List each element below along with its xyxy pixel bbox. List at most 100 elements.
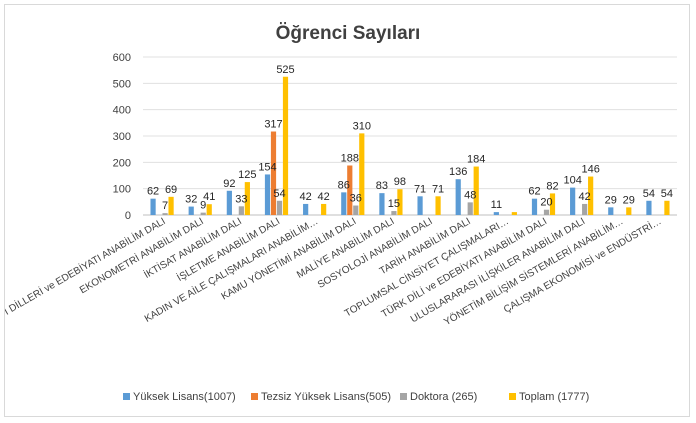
data-label: 48 — [464, 189, 476, 201]
bar — [391, 211, 397, 215]
bar — [549, 193, 556, 215]
legend-label: Yüksek Lisans(1007) — [133, 391, 236, 403]
bar — [646, 200, 652, 215]
bar — [303, 203, 309, 215]
data-label: 154 — [258, 161, 276, 173]
bar — [543, 209, 550, 215]
legend-swatch — [509, 393, 516, 400]
bar — [570, 187, 576, 215]
data-label: 32 — [185, 194, 197, 206]
legend-swatch — [251, 393, 258, 400]
grid-layer: 0 100 200 300 400 500 600 — [113, 52, 677, 222]
legend-label: Toplam (1777) — [519, 391, 589, 403]
legend-swatch — [400, 393, 407, 400]
bar — [608, 207, 614, 215]
data-label: 71 — [414, 183, 426, 195]
bar — [270, 131, 277, 215]
bar — [226, 190, 232, 215]
bar — [531, 198, 538, 215]
bar — [206, 204, 212, 215]
bar — [276, 200, 283, 215]
y-tick-label: 300 — [113, 131, 131, 143]
data-label: 69 — [165, 184, 177, 196]
bar — [417, 196, 423, 215]
legend-swatch — [123, 393, 130, 400]
data-label: 20 — [540, 197, 552, 209]
data-label: 125 — [238, 169, 256, 181]
bar — [511, 212, 517, 215]
bar — [347, 165, 353, 215]
bar — [353, 205, 359, 215]
data-label: 146 — [581, 164, 599, 176]
data-label: 33 — [235, 193, 247, 205]
data-label: 317 — [264, 119, 282, 131]
data-label: 29 — [605, 194, 617, 206]
data-label: 98 — [394, 176, 406, 188]
bar — [282, 76, 289, 215]
chart-title: Öğrenci Sayıları — [276, 23, 421, 44]
bar — [150, 198, 156, 215]
data-label: 83 — [376, 180, 388, 192]
y-tick-label: 100 — [113, 184, 131, 196]
bar — [435, 196, 441, 215]
data-label: 42 — [579, 191, 591, 203]
y-tick-label: 400 — [113, 105, 131, 117]
y-tick-label: 600 — [113, 52, 131, 64]
data-label: 136 — [449, 166, 467, 178]
bar — [162, 213, 168, 215]
data-label: 525 — [276, 64, 294, 76]
y-tick-label: 500 — [113, 78, 131, 90]
data-label: 11 — [491, 199, 502, 211]
data-label: 71 — [432, 183, 444, 195]
bar — [238, 206, 244, 215]
data-label: 41 — [203, 191, 215, 203]
bar — [626, 207, 632, 215]
legend-label: Doktora (265) — [410, 391, 477, 403]
data-label: 92 — [223, 178, 235, 190]
data-label: 82 — [546, 180, 558, 192]
bar — [168, 196, 174, 215]
bar — [455, 179, 461, 215]
bar — [341, 192, 347, 215]
data-label: 62 — [147, 186, 159, 198]
bar — [588, 176, 594, 215]
data-label: 54 — [661, 188, 673, 200]
data-label: 15 — [388, 198, 400, 210]
bar — [244, 182, 250, 215]
bars-layer — [150, 76, 670, 215]
bar — [188, 206, 194, 215]
data-label: 188 — [341, 152, 359, 164]
bar — [397, 189, 403, 215]
data-label: 310 — [353, 120, 371, 132]
bar — [582, 203, 588, 215]
data-label: 184 — [467, 154, 485, 166]
bar — [200, 212, 206, 215]
data-label: 29 — [623, 194, 635, 206]
data-label: 42 — [300, 191, 312, 203]
data-label: 62 — [528, 186, 540, 198]
data-label: 54 — [273, 188, 285, 200]
bar — [473, 166, 479, 215]
y-tick-label: 0 — [125, 210, 131, 222]
legend-label: Tezsiz Yüksek Lisans(505) — [261, 391, 391, 403]
data-label: 7 — [162, 200, 168, 212]
data-label: 54 — [643, 188, 655, 200]
bar — [264, 174, 271, 215]
y-tick-label: 200 — [113, 157, 131, 169]
bar — [493, 212, 499, 215]
data-label: 104 — [563, 175, 581, 187]
data-label: 36 — [350, 193, 362, 205]
data-label: 42 — [318, 191, 330, 203]
chart-frame: Öğrenci Sayıları 0 100 200 300 400 500 600 62 7… — [4, 4, 690, 417]
bar — [664, 200, 670, 215]
bar — [467, 202, 473, 215]
data-label: 9 — [200, 200, 206, 212]
bar — [321, 203, 327, 215]
data-label: 86 — [338, 179, 350, 191]
category-axis: BATI DİLLERİ ve EDEBİYATI ANABİLİM DALIE… — [5, 214, 663, 328]
legend: Yüksek Lisans(1007) Tezsiz Yüksek Lisans(… — [123, 391, 589, 403]
bar — [379, 193, 385, 215]
bar — [359, 133, 365, 215]
